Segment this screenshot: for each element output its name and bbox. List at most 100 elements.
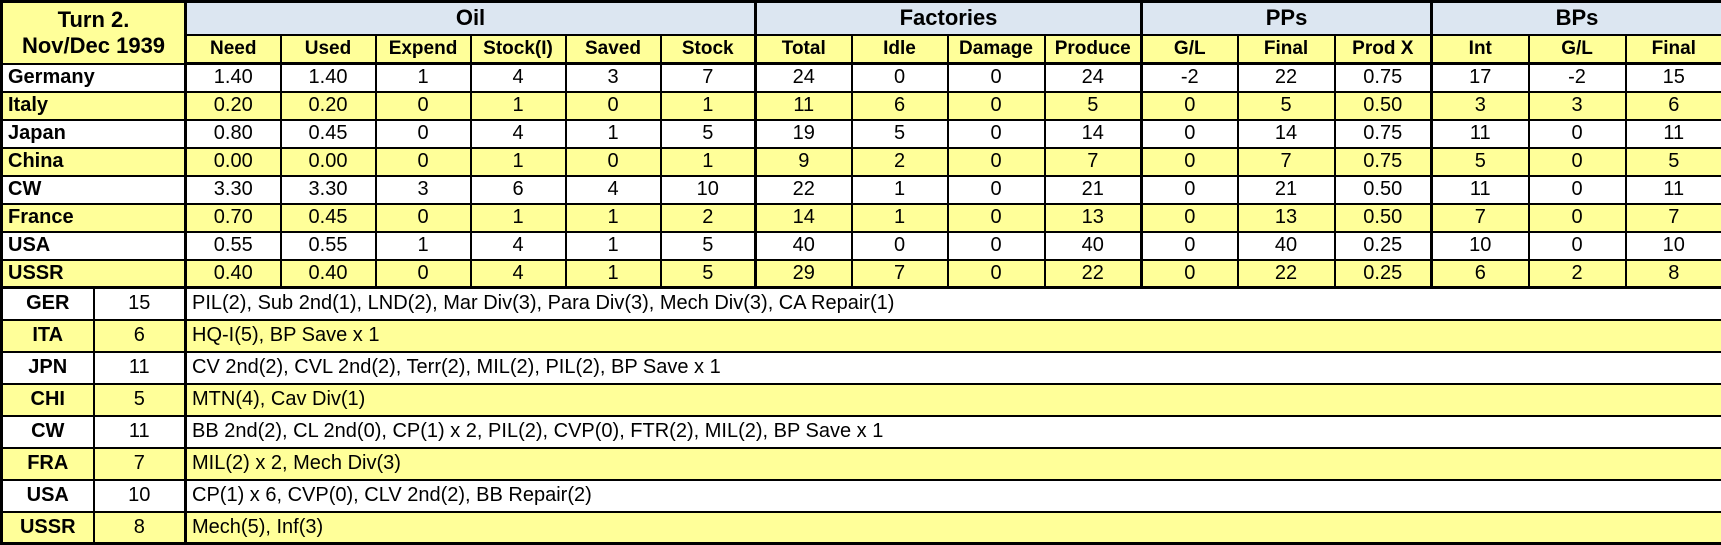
- production-country: GER: [0, 286, 95, 321]
- stat-cell: 3: [374, 174, 472, 205]
- country-name: USA: [0, 230, 187, 261]
- stat-cell: 1: [564, 118, 662, 149]
- stat-cell: 0: [850, 62, 949, 93]
- group-header-oil: Oil: [184, 0, 757, 36]
- stat-cell: 22: [754, 174, 853, 205]
- stat-cell: 3: [1527, 90, 1627, 121]
- production-country: JPN: [0, 350, 95, 385]
- stat-cell: 1: [564, 230, 662, 261]
- col-header-prod-x: Prod X: [1333, 33, 1433, 65]
- country-row: Japan 0.80 0.45 0 4 1 5 19 5 0 14 0 14 0.75 11 0 11: [0, 118, 1721, 149]
- group-header-bps: BPs: [1430, 0, 1721, 36]
- stat-cell: 1.40: [184, 62, 282, 93]
- stat-cell: 0: [946, 90, 1046, 121]
- stat-cell: 0: [564, 90, 662, 121]
- stat-cell: 0: [1527, 118, 1627, 149]
- country-name: China: [0, 146, 187, 177]
- stat-cell: 10: [659, 174, 757, 205]
- production-units: Mech(5), Inf(3): [183, 510, 1721, 545]
- stat-cell: 24: [754, 62, 853, 93]
- col-header-g-l: G/L: [1527, 33, 1627, 65]
- stat-cell: 5: [1624, 146, 1721, 177]
- stat-cell: 0.40: [184, 258, 282, 289]
- stat-cell: 40: [1043, 230, 1143, 261]
- stat-cell: -2: [1140, 62, 1239, 93]
- stat-cell: 0: [564, 146, 662, 177]
- col-header-expend: Expend: [374, 33, 472, 65]
- stat-cell: 5: [659, 230, 757, 261]
- production-units: BB 2nd(2), CL 2nd(0), CP(1) x 2, PIL(2),…: [183, 414, 1721, 449]
- stat-cell: 7: [1236, 146, 1336, 177]
- stat-cell: 1: [564, 258, 662, 289]
- production-section: GER 15 PIL(2), Sub 2nd(1), LND(2), Mar Div…: [0, 286, 1721, 545]
- stat-cell: 2: [659, 202, 757, 233]
- stat-cell: 29: [754, 258, 853, 289]
- stat-cell: 0.55: [279, 230, 377, 261]
- stat-cell: 5: [659, 118, 757, 149]
- stat-cell: 0.75: [1333, 62, 1433, 93]
- stat-cell: 8: [1624, 258, 1721, 289]
- country-row: France 0.70 0.45 0 1 1 2 14 1 0 13 0 13 0.50 7 0 7: [0, 202, 1721, 233]
- stat-cell: 2: [1527, 258, 1627, 289]
- stat-cell: 13: [1043, 202, 1143, 233]
- production-row: ITA 6 HQ-I(5), BP Save x 1: [0, 318, 1721, 353]
- col-header-saved: Saved: [564, 33, 662, 65]
- stat-cell: 0.75: [1333, 118, 1433, 149]
- turn-date: Nov/Dec 1939: [21, 32, 166, 58]
- stat-cell: 11: [1430, 174, 1530, 205]
- col-header-g-l: G/L: [1140, 33, 1239, 65]
- production-units: MTN(4), Cav Div(1): [183, 382, 1721, 417]
- stat-cell: 0.25: [1333, 258, 1433, 289]
- stat-cell: 1.40: [279, 62, 377, 93]
- production-country: USSR: [0, 510, 95, 545]
- country-name: CW: [0, 174, 187, 205]
- stat-cell: 0: [1140, 146, 1239, 177]
- stat-cell: 0.20: [184, 90, 282, 121]
- stat-cell: 0: [374, 118, 472, 149]
- stat-cell: 10: [1430, 230, 1530, 261]
- stat-cell: 0: [1140, 258, 1239, 289]
- stat-cell: 4: [469, 230, 567, 261]
- stat-cell: 0: [946, 174, 1046, 205]
- stat-cell: 0.70: [184, 202, 282, 233]
- stat-cell: 0.80: [184, 118, 282, 149]
- stat-cell: 2: [850, 146, 949, 177]
- production-units: MIL(2) x 2, Mech Div(3): [183, 446, 1721, 481]
- stat-cell: 5: [850, 118, 949, 149]
- stat-cell: 0.45: [279, 118, 377, 149]
- stat-cell: 0: [1527, 202, 1627, 233]
- stat-cell: 17: [1430, 62, 1530, 93]
- stat-cell: -2: [1527, 62, 1627, 93]
- col-header-stock-i: Stock(I): [469, 33, 567, 65]
- stat-cell: 1: [374, 230, 472, 261]
- stat-cell: 4: [469, 118, 567, 149]
- stat-cell: 0.50: [1333, 174, 1433, 205]
- stat-cell: 0.50: [1333, 202, 1433, 233]
- production-row: CHI 5 MTN(4), Cav Div(1): [0, 382, 1721, 417]
- stat-cell: 0.25: [1333, 230, 1433, 261]
- stat-cell: 0: [1140, 118, 1239, 149]
- production-bp-total: 10: [92, 478, 187, 513]
- stat-cell: 0.55: [184, 230, 282, 261]
- stat-cell: 4: [564, 174, 662, 205]
- production-bp-total: 15: [92, 286, 187, 321]
- production-bp-total: 6: [92, 318, 187, 353]
- stat-cell: 6: [469, 174, 567, 205]
- group-header-factories: Factories: [753, 0, 1143, 36]
- stat-cell: 14: [1043, 118, 1143, 149]
- production-country: FRA: [0, 446, 95, 481]
- col-header-final: Final: [1624, 33, 1721, 65]
- column-header-row: Need Used Expend Stock(I) Saved Stock Total Idl…: [2, 33, 1721, 65]
- stat-cell: 0: [946, 258, 1046, 289]
- stat-cell: 21: [1236, 174, 1336, 205]
- stat-cell: 7: [1043, 146, 1143, 177]
- stat-cell: 0: [1527, 146, 1627, 177]
- stat-cell: 0: [1140, 230, 1239, 261]
- stat-cell: 6: [850, 90, 949, 121]
- stat-cell: 3.30: [279, 174, 377, 205]
- group-header-row: Turn 2. Nov/Dec 1939 Oil Factories PPs BPs: [0, 0, 1721, 65]
- stat-cell: 22: [1236, 62, 1336, 93]
- stat-cell: 5: [659, 258, 757, 289]
- stat-cell: 22: [1236, 258, 1336, 289]
